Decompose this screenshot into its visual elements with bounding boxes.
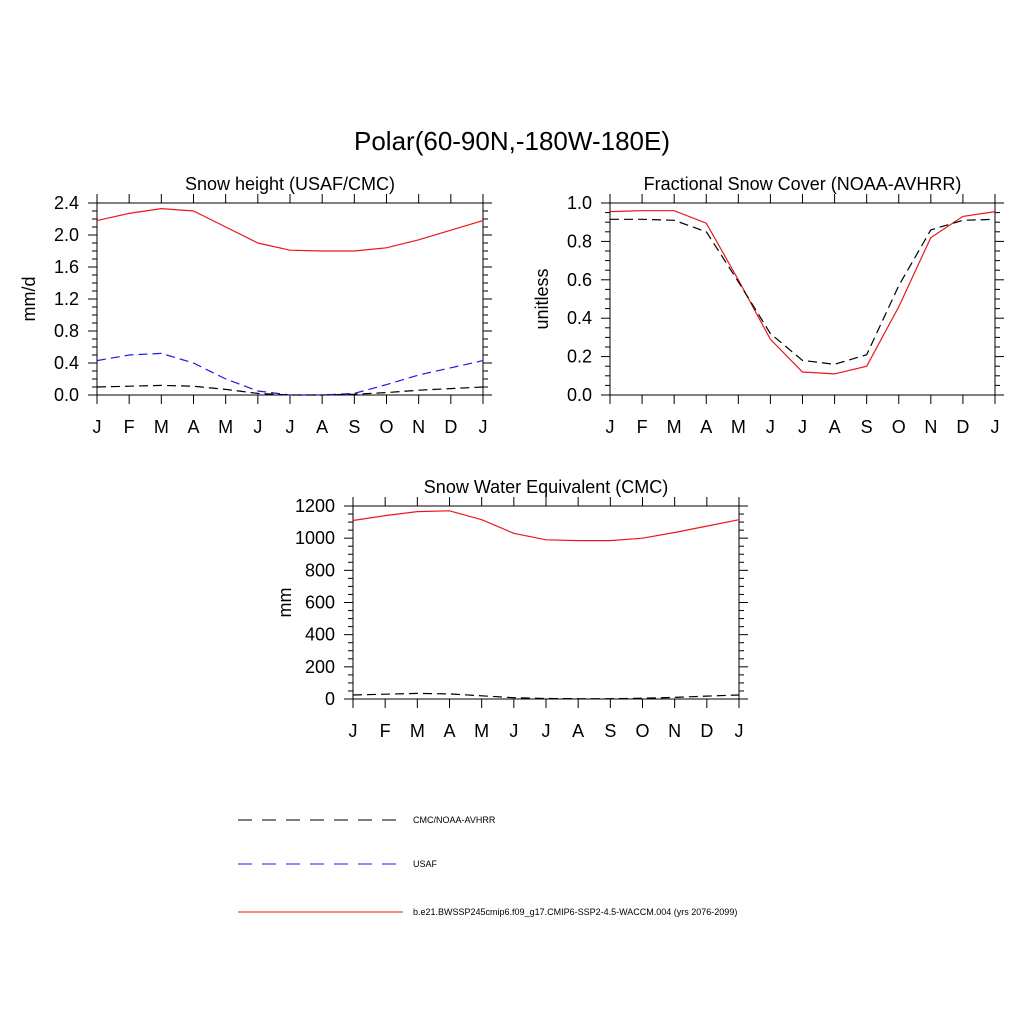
plot-frame <box>96 202 484 396</box>
y-tick-label: 0.2 <box>567 347 592 367</box>
y-tick-label: 0.0 <box>54 385 79 405</box>
y-tick-label: 400 <box>305 625 335 645</box>
legend-label: CMC/NOAA-AVHRR <box>413 815 496 825</box>
x-tick-label: M <box>667 417 682 437</box>
x-tick-label: O <box>379 417 393 437</box>
x-tick-label: J <box>542 721 551 741</box>
x-tick-label: A <box>316 417 328 437</box>
x-tick-label: F <box>380 721 391 741</box>
y-tick-label: 0.4 <box>567 308 592 328</box>
x-tick-label: A <box>700 417 712 437</box>
x-tick-label: M <box>410 721 425 741</box>
x-tick-label: J <box>509 721 518 741</box>
series-line-model <box>96 207 484 252</box>
y-tick-label: 1.6 <box>54 257 79 277</box>
x-tick-label: M <box>474 721 489 741</box>
y-tick-label: 2.4 <box>54 193 79 213</box>
x-tick-label: N <box>412 417 425 437</box>
x-tick-label: D <box>444 417 457 437</box>
x-tick-label: S <box>861 417 873 437</box>
x-tick-label: A <box>829 417 841 437</box>
y-tick-label: 800 <box>305 560 335 580</box>
x-tick-label: O <box>892 417 906 437</box>
panel-snow-height: Snow height (USAF/CMC) mm/d 0.0 0.4 0.8 1.2 1.… <box>19 174 492 437</box>
chart-title: Snow Water Equivalent (CMC) <box>424 477 668 497</box>
legend: CMC/NOAA-AVHRR USAF b.e21.BWSSP245cmip6.f0… <box>238 815 737 917</box>
y-tick-label: 0.6 <box>567 270 592 290</box>
y-tick-label: 600 <box>305 593 335 613</box>
y-tick-label: 0.0 <box>567 385 592 405</box>
x-tick-label: J <box>766 417 775 437</box>
x-tick-label: J <box>93 417 102 437</box>
series-line-obs <box>610 218 996 365</box>
plot-frame <box>609 202 996 396</box>
x-tick-label: A <box>572 721 584 741</box>
x-tick-label: M <box>154 417 169 437</box>
x-tick-label: J <box>253 417 262 437</box>
x-tick-label: J <box>991 417 1000 437</box>
series-line-obs <box>96 384 484 396</box>
y-tick-label: 2.0 <box>54 225 79 245</box>
panel-fractional-snow-cover: Fractional Snow Cover (NOAA-AVHRR) unitle… <box>532 174 1004 437</box>
page-title: Polar(60-90N,-180W-180E) <box>354 126 670 156</box>
y-axis-label: unitless <box>532 268 552 329</box>
chart-title: Fractional Snow Cover (NOAA-AVHRR) <box>644 174 962 194</box>
y-axis-label: mm <box>275 588 295 618</box>
series-line-model <box>609 210 996 375</box>
legend-label: b.e21.BWSSP245cmip6.f09_g17.CMIP6-SSP2-4… <box>413 907 737 917</box>
x-tick-label: D <box>956 417 969 437</box>
x-tick-label: A <box>187 417 199 437</box>
x-tick-label: J <box>479 417 488 437</box>
x-tick-label: J <box>286 417 295 437</box>
chart-title: Snow height (USAF/CMC) <box>185 174 395 194</box>
x-tick-label: N <box>668 721 681 741</box>
y-tick-label: 0.4 <box>54 353 79 373</box>
x-tick-label: J <box>798 417 807 437</box>
x-tick-label: J <box>349 721 358 741</box>
x-tick-label: J <box>735 721 744 741</box>
x-tick-label: F <box>637 417 648 437</box>
y-tick-label: 200 <box>305 657 335 677</box>
x-tick-label: J <box>606 417 615 437</box>
plot-frame <box>352 505 740 700</box>
x-tick-label: M <box>218 417 233 437</box>
y-axis-label: mm/d <box>19 277 39 322</box>
x-tick-label: M <box>731 417 746 437</box>
x-tick-label: S <box>604 721 616 741</box>
x-tick-label: F <box>124 417 135 437</box>
series-line-usaf <box>96 352 484 396</box>
y-tick-label: 1.0 <box>567 193 592 213</box>
y-tick-label: 0.8 <box>567 231 592 251</box>
y-tick-label: 0 <box>325 689 335 709</box>
x-tick-label: S <box>348 417 360 437</box>
y-tick-label: 0.8 <box>54 321 79 341</box>
x-tick-label: N <box>924 417 937 437</box>
legend-label: USAF <box>413 859 438 869</box>
series-line-model <box>352 510 740 542</box>
x-tick-label: A <box>443 721 455 741</box>
panel-snow-water-equivalent: Snow Water Equivalent (CMC) mm 0 200 400 600 8… <box>275 477 748 741</box>
y-tick-label: 1200 <box>295 496 335 516</box>
x-tick-label: D <box>700 721 713 741</box>
series-line-obs <box>352 692 740 700</box>
y-tick-label: 1.2 <box>54 289 79 309</box>
y-tick-label: 1000 <box>295 528 335 548</box>
x-tick-label: O <box>635 721 649 741</box>
